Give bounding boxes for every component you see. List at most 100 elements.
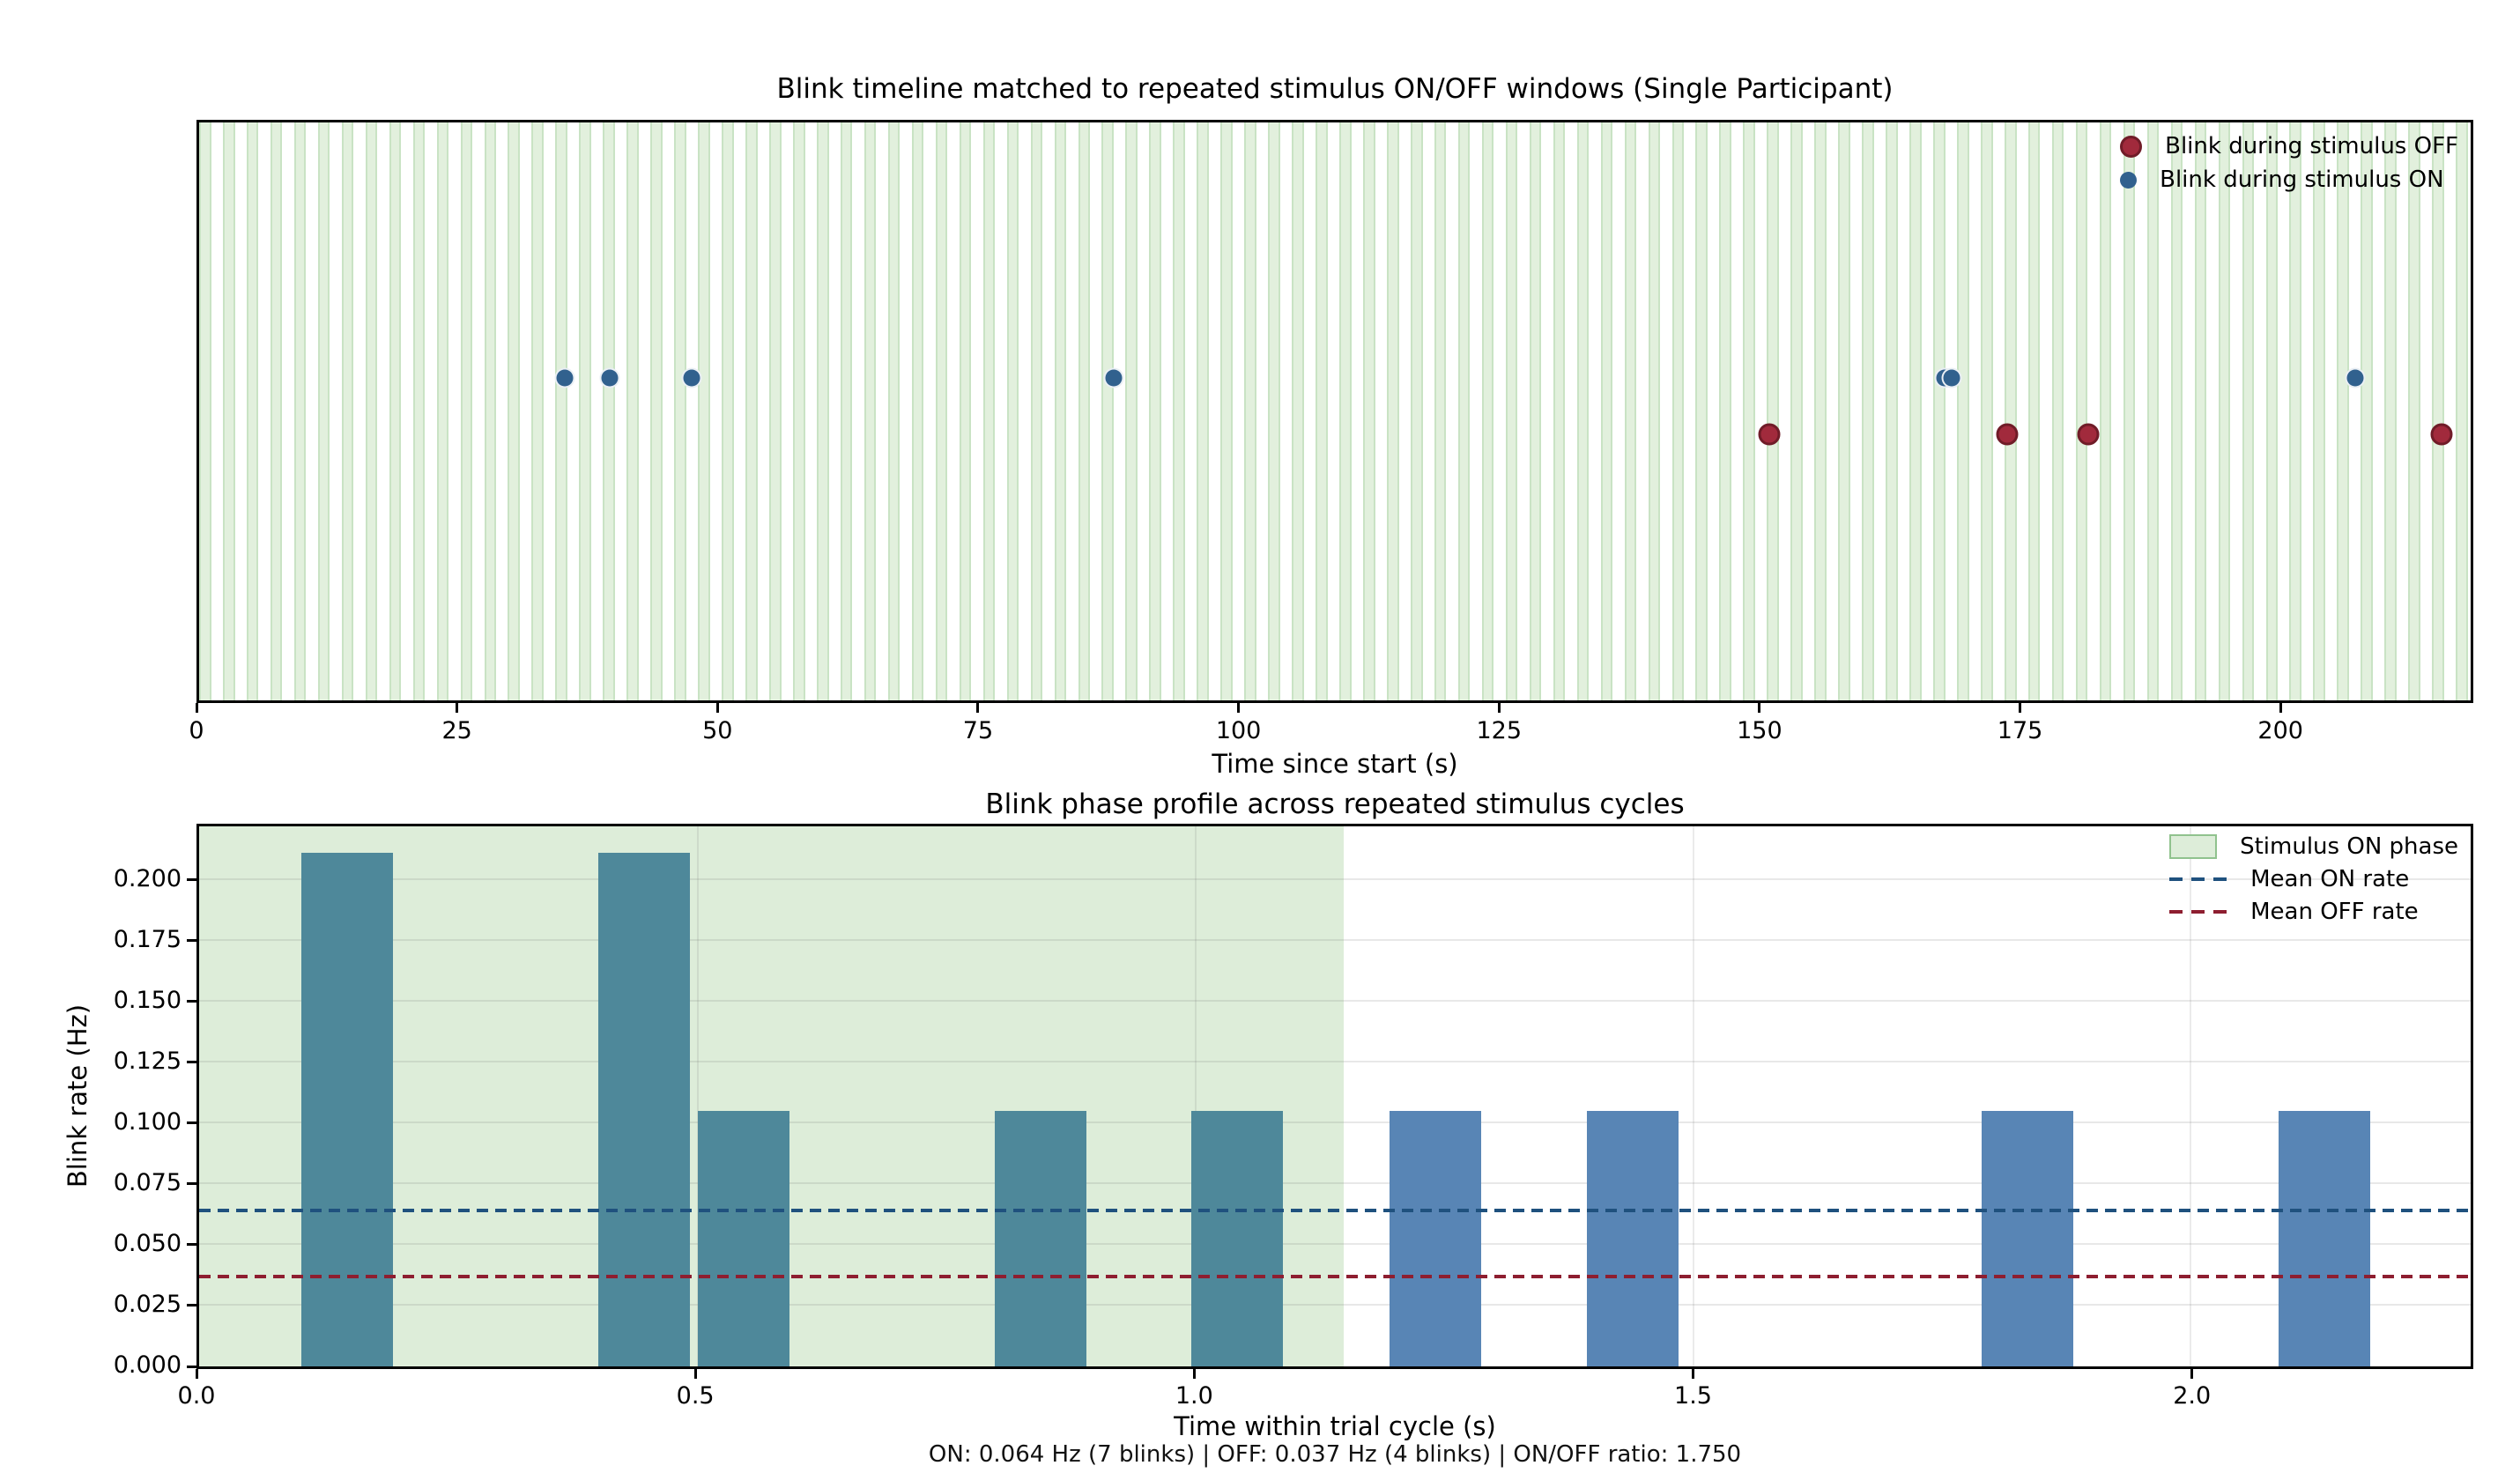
top-x-tick-label: 200 [2257,717,2303,744]
stimulus-on-band [199,122,211,700]
stimulus-on-band [1909,122,1922,700]
stimulus-on-band [555,122,567,700]
bottom-y-tick-label: 0.175 [113,925,182,953]
bottom-y-tick-label: 0.100 [113,1107,182,1136]
bottom-x-tick-label: 0.5 [676,1382,715,1410]
top-x-tick [456,703,459,713]
blink-rate-bar [1586,1111,1679,1366]
stimulus-on-band [2361,122,2373,700]
blink-off-marker-icon [2120,135,2143,158]
mean-on-dash-icon [2169,877,2228,881]
stimulus-on-band [1671,122,1685,700]
bottom-y-tick-label: 0.000 [113,1351,182,1379]
stimulus-on-band [1030,122,1043,700]
stimulus-on-band [863,122,877,700]
bottom-x-tick-label: 1.5 [1674,1382,1712,1410]
blink-on-marker-icon [2120,171,2138,189]
stimulus-on-band [2408,122,2420,700]
bottom-x-tick [1692,1369,1694,1379]
bottom-y-tick [187,1182,196,1186]
stimulus-on-band [2218,122,2231,700]
stimulus-on-band [1790,122,1803,700]
stimulus-on-band [1173,122,1185,700]
top-x-tick-label: 0 [189,717,204,744]
x-gridline [1692,826,1694,1366]
mean-off-dash-icon [2169,910,2228,914]
stimulus-on-band [293,122,307,700]
stimulus-on-band [2289,122,2302,700]
top-x-tick-label: 125 [1476,717,1523,744]
stimulus-on-band [1292,122,1304,700]
top-x-tick-label: 175 [1997,717,2043,744]
x-gridline [696,826,699,1366]
top-x-tick [1237,703,1241,713]
legend-row-on-phase: Stimulus ON phase [2169,833,2458,860]
stimulus-on-band [1980,122,1993,700]
blink-rate-bars [199,826,2471,1366]
bottom-y-axis-label: Blink rate (Hz) [63,1003,93,1188]
stimulus-on-band [2432,122,2444,700]
legend-row-blink-on: Blink during stimulus ON [2109,167,2458,193]
bottom-y-tick [187,1243,196,1247]
stimulus-on-band [911,122,924,700]
stimulus-on-band [745,122,758,700]
stimulus-on-band [1101,122,1115,700]
stimulus-on-band [365,122,378,700]
blink-on-dot [681,367,702,389]
legend-row-mean-on: Mean ON rate [2169,866,2458,892]
y-gridline [199,1121,2471,1123]
stimulus-on-band [1316,122,1328,700]
bottom-y-tick [187,939,196,943]
stimulus-on-band [2051,122,2064,700]
stimulus-on-band [508,122,521,700]
stimulus-on-band [1529,122,1542,700]
bottom-y-tick [187,1000,196,1003]
stimulus-on-band [1149,122,1161,700]
stimulus-on-band [1886,122,1898,700]
stimulus-on-band [412,122,426,700]
stimulus-on-band [531,122,544,700]
stimulus-on-band [1743,122,1755,700]
blink-off-dot [2430,423,2453,446]
top-x-tick [195,703,198,713]
y-gridline [199,1181,2471,1184]
stimulus-on-band [1197,122,1209,700]
top-x-tick [2279,703,2282,713]
bottom-y-tick [187,878,196,882]
bottom-axes: Stimulus ON phase Mean ON rate Mean OFF … [196,824,2473,1369]
bottom-y-tick-label: 0.050 [113,1229,182,1257]
stimulus-on-band [1933,122,1946,700]
blink-on-dot [2345,367,2366,389]
stimulus-on-band [2194,122,2207,700]
stimulus-on-band [389,122,402,700]
stimulus-on-band [246,122,259,700]
blink-rate-bar [301,853,394,1366]
stimulus-on-band [698,122,710,700]
legend-row-blink-off: Blink during stimulus OFF [2109,133,2458,159]
stimulus-on-band [460,122,473,700]
stimulus-on-band [2337,122,2349,700]
bottom-x-tick [195,1369,198,1379]
summary-stats-text: ON: 0.064 Hz (7 blinks) | OFF: 0.037 Hz … [928,1441,1742,1468]
top-x-axis-label: Time since start (s) [1212,749,1458,779]
blink-on-dot [1103,367,1124,389]
bottom-y-tick [187,1061,196,1064]
legend-label: Stimulus ON phase [2240,833,2458,860]
y-gridline [199,877,2471,880]
stimulus-on-band [1862,122,1874,700]
stimulus-on-band [2123,122,2136,700]
stimulus-on-band [1244,122,1256,700]
mean-off-rate-line [199,1274,2471,1278]
bottom-y-tick-label: 0.075 [113,1168,182,1196]
stimulus-on-band [222,122,235,700]
top-axes: Blink during stimulus OFF Blink during s… [196,120,2473,703]
blink-off-dot [1758,423,1781,446]
bottom-y-tick-label: 0.200 [113,864,182,892]
blink-off-dot [2077,423,2100,446]
top-legend: Blink during stimulus OFF Blink during s… [2109,133,2458,193]
bottom-y-tick [187,1365,196,1368]
y-gridline [199,938,2471,941]
bottom-y-tick-label: 0.125 [113,1047,182,1075]
stimulus-on-band [792,122,805,700]
stimulus-on-band [1719,122,1731,700]
